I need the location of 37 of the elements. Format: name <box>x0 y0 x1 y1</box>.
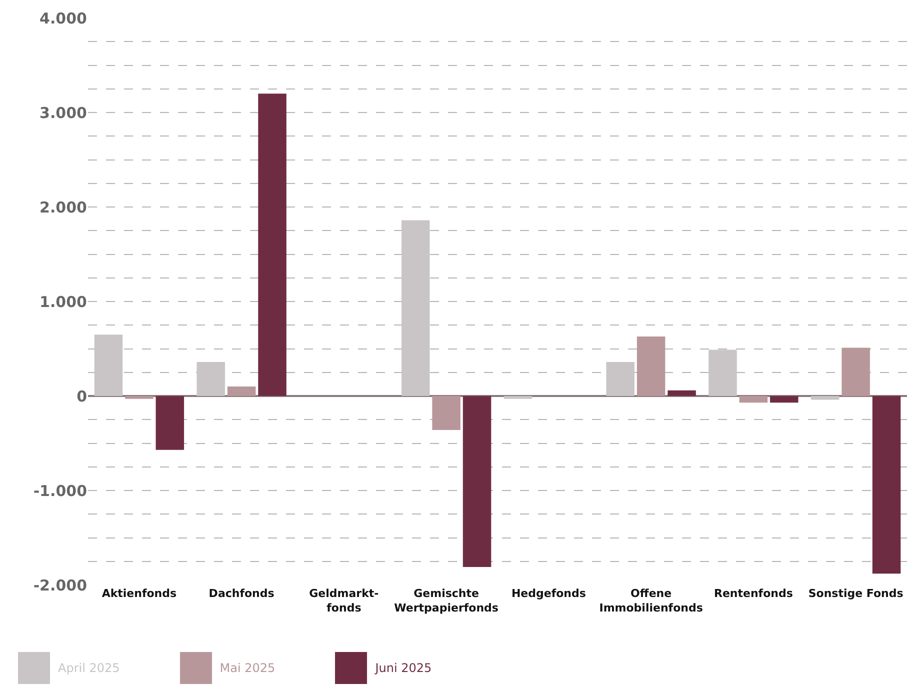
y-tick-label: 0 <box>76 387 87 406</box>
bar <box>156 396 184 450</box>
x-tick-label: Dachfonds <box>208 587 275 600</box>
bar <box>196 362 225 396</box>
x-tick-label: Offene Immobilienfonds <box>599 587 704 614</box>
y-tick-label: 1.000 <box>40 292 87 311</box>
bar <box>770 396 798 403</box>
bar <box>94 334 123 396</box>
x-tick-label: Hedgefonds <box>511 587 586 600</box>
bar <box>636 336 666 396</box>
bar <box>606 362 634 396</box>
bar <box>842 348 870 396</box>
bar <box>462 396 492 568</box>
x-tick-label: Gemischte Wertpapierfonds <box>394 587 499 614</box>
bar <box>668 390 696 396</box>
bar <box>810 396 840 400</box>
bar <box>401 220 430 396</box>
x-tick-label: Rentenfonds <box>714 587 794 600</box>
text: Juni 2025 <box>375 661 432 675</box>
bar <box>739 396 768 403</box>
y-tick-label: 2.000 <box>40 198 87 216</box>
bar <box>227 386 256 396</box>
x-tick-label: Sonstige Fonds <box>808 587 904 600</box>
bar <box>708 350 737 396</box>
y-tick-label: 4.000 <box>40 9 87 28</box>
text: Mai 2025 <box>220 661 276 675</box>
bar <box>432 396 460 430</box>
y-tick-label: 3.000 <box>40 104 87 122</box>
x-tick-label: Geldmarkt- fonds <box>309 587 379 614</box>
y-tick-label: -2.000 <box>33 576 87 594</box>
bar <box>258 94 286 396</box>
text: April 2025 <box>58 661 120 675</box>
bar <box>125 396 154 399</box>
bar <box>504 396 532 399</box>
bar <box>872 396 901 574</box>
y-tick-label: -1.000 <box>33 482 87 500</box>
x-tick-label: Aktienfonds <box>102 587 178 600</box>
